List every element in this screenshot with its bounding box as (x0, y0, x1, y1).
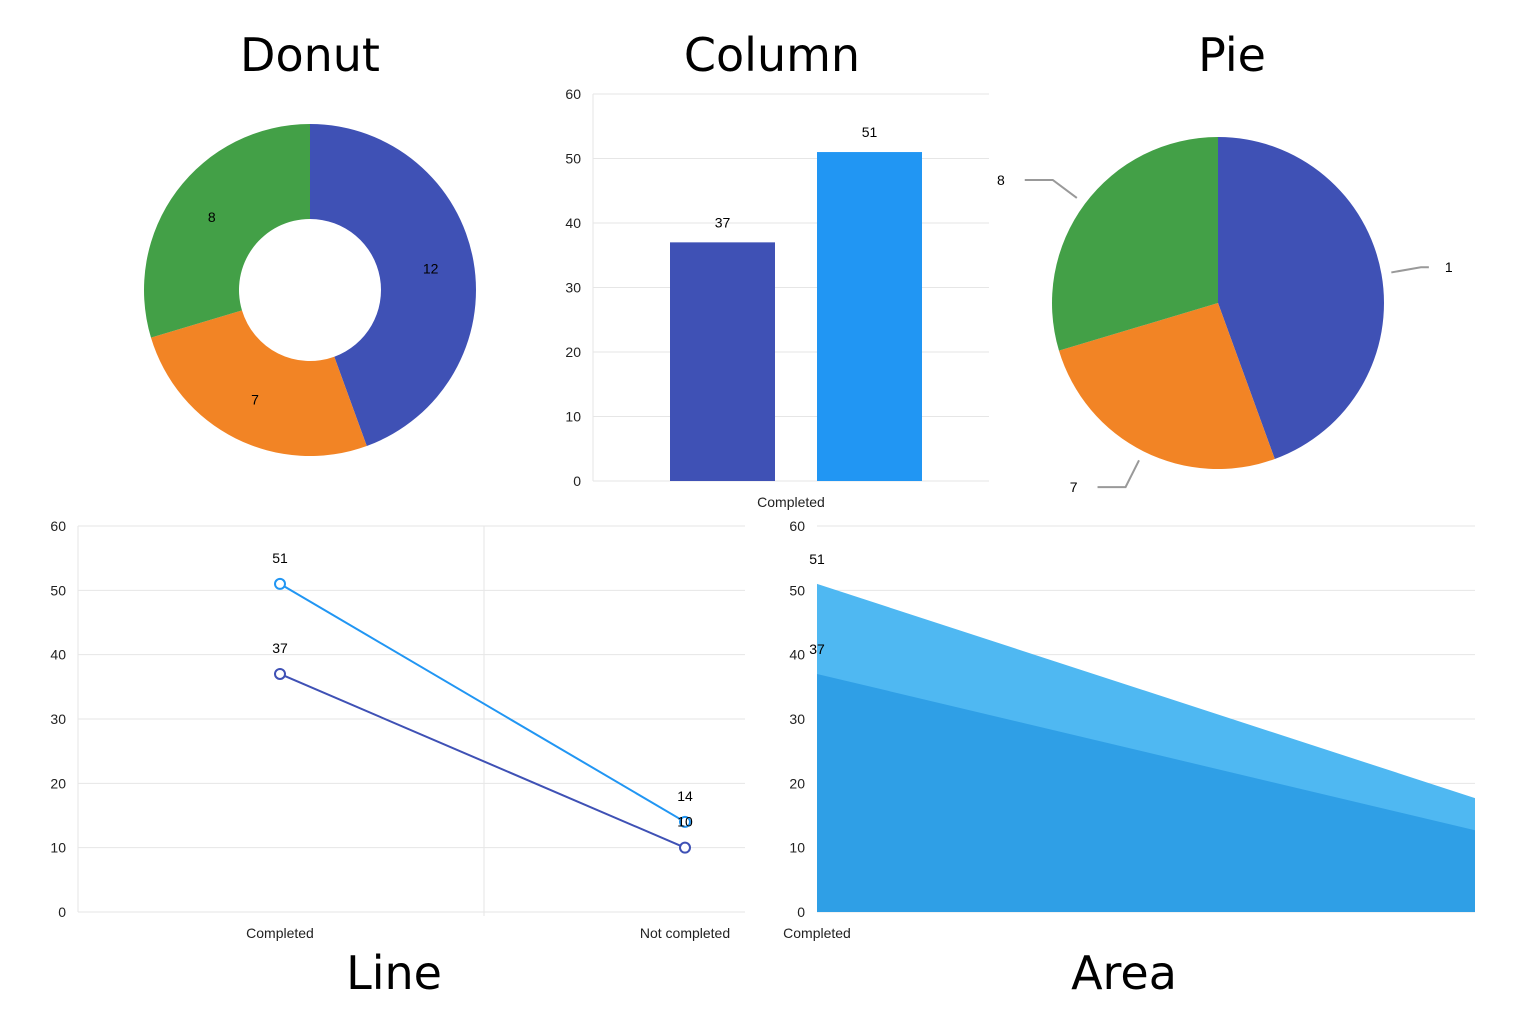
pie-slice-2 (1052, 137, 1218, 351)
area-y-tick-label: 40 (789, 647, 805, 663)
donut-slice-2 (143, 124, 310, 338)
line-title: Line (346, 946, 442, 1000)
line-point (274, 577, 286, 590)
line-point-label: 14 (677, 788, 693, 804)
pie-slice-label: 7 (1070, 479, 1078, 495)
line-point (679, 815, 691, 828)
area-point-label: 37 (809, 641, 825, 657)
area-title: Area (1071, 946, 1177, 1000)
area-y-tick-label: 60 (789, 518, 805, 534)
donut-slice-label: 8 (208, 209, 216, 225)
line-x-tick-label: Completed (246, 925, 314, 941)
donut-slice-1 (150, 310, 367, 456)
pie-leader-line (1391, 266, 1429, 274)
area-y-tick-label: 20 (789, 775, 805, 791)
line-point-label: 37 (272, 640, 288, 656)
line-y-tick-label: 20 (50, 775, 66, 791)
line-y-tick-label: 60 (50, 518, 66, 534)
column-title: Column (683, 28, 861, 82)
line-series-0 (279, 583, 686, 823)
area-x-tick-label: Completed (783, 925, 851, 941)
line-point (274, 667, 286, 680)
column-bar-1 (817, 152, 922, 482)
area-point-label: 51 (809, 551, 825, 567)
column-y-tick-label: 60 (565, 86, 581, 102)
pie-leader-line (1024, 178, 1078, 199)
column-x-tick-label: Completed (757, 494, 825, 510)
column-bar-0 (670, 242, 775, 481)
column-y-tick-label: 0 (573, 473, 581, 489)
donut-slice-label: 12 (423, 261, 439, 277)
column-bar-label: 51 (862, 124, 878, 140)
line-y-tick-label: 30 (50, 711, 66, 727)
pie-slice-1 (1058, 303, 1275, 469)
area-y-tick-label: 50 (789, 582, 805, 598)
line-y-tick-label: 0 (58, 904, 66, 920)
area-y-tick-label: 10 (789, 840, 805, 856)
pie-leader-line (1097, 459, 1140, 489)
donut-slice-0 (310, 124, 476, 446)
column-y-tick-label: 50 (565, 151, 581, 167)
line-point-label: 10 (677, 814, 693, 830)
area-y-tick-label: 30 (789, 711, 805, 727)
pie-slice-label: 8 (997, 172, 1005, 188)
pie-slice-0 (1218, 137, 1384, 459)
pie-title: Pie (1198, 28, 1266, 82)
line-y-tick-label: 50 (50, 582, 66, 598)
line-y-tick-label: 40 (50, 647, 66, 663)
column-y-tick-label: 40 (565, 215, 581, 231)
area-y-tick-label: 0 (797, 904, 805, 920)
area-series-1 (817, 673, 1475, 912)
line-series-1 (279, 673, 686, 849)
donut-slice-label: 7 (251, 391, 259, 407)
line-point (679, 841, 691, 854)
donut-title: Donut (240, 28, 380, 82)
line-x-tick-label: Not completed (640, 925, 730, 941)
line-point-label: 51 (272, 550, 288, 566)
pie-slice-label: 1 (1445, 259, 1453, 275)
column-bar-label: 37 (715, 214, 731, 230)
line-y-tick-label: 10 (50, 840, 66, 856)
column-y-tick-label: 20 (565, 344, 581, 360)
column-y-tick-label: 10 (565, 409, 581, 425)
column-y-tick-label: 30 (565, 280, 581, 296)
